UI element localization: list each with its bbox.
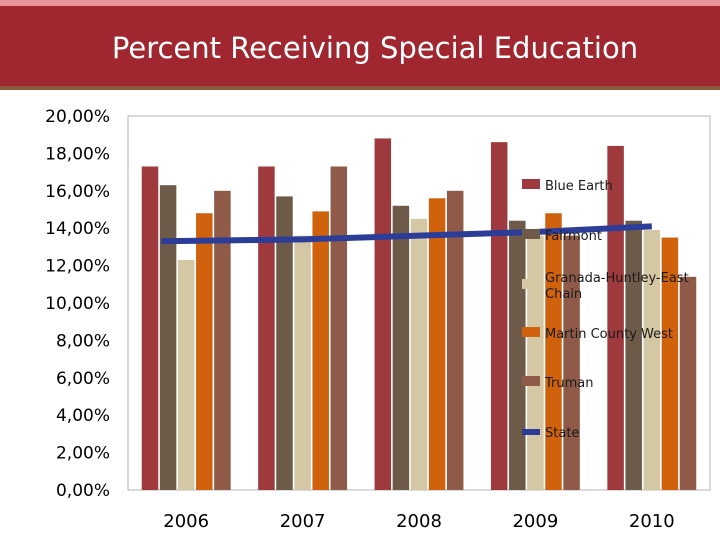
legend-item-fairmont: Fairmont (522, 229, 602, 244)
bar-granada-huntley-east-chain-2008 (410, 218, 428, 490)
y-tick-label: 12,00% (45, 257, 110, 277)
y-tick-label: 0,00% (56, 481, 110, 501)
legend-item-blue-earth: Blue Earth (522, 179, 613, 194)
x-tick-label-2006: 2006 (163, 511, 209, 532)
bar-blue-earth-2009 (490, 142, 508, 490)
x-tick-label-2007: 2007 (280, 511, 326, 532)
bar-martin-county-west-2009 (545, 213, 562, 491)
y-tick-label: 16,00% (45, 182, 110, 202)
bar-series (141, 138, 697, 491)
bar-granada-huntley-east-chain-2010 (643, 230, 661, 490)
bar-fairmont-2010 (625, 220, 642, 490)
bar-blue-earth-2010 (607, 145, 624, 491)
legend-swatch (522, 229, 540, 239)
state-line (161, 223, 652, 245)
y-axis-ticks: 0,00% 2,00% 4,00% 6,00% 8,00% 10,00% 12,00% 14,… (45, 107, 110, 501)
y-tick-label: 20,00% (45, 107, 110, 127)
header-top-stripe (0, 0, 720, 6)
bar-martin-county-west-2010 (661, 237, 679, 490)
legend-swatch (522, 179, 540, 189)
y-tick-label: 14,00% (45, 219, 110, 239)
legend-item-granada-huntley-east-chain: Granada-Huntley-East Chain (522, 271, 689, 302)
state-line-series (161, 223, 652, 245)
legend-swatch (522, 429, 540, 435)
legend-item-state: State (522, 426, 579, 441)
legend-label: Truman (544, 376, 593, 391)
bar-fairmont-2008 (392, 205, 410, 490)
bar-truman-2006 (214, 190, 231, 491)
bar-martin-county-west-2008 (428, 198, 446, 490)
y-tick-label: 6,00% (56, 369, 110, 389)
legend-item-truman: Truman (522, 376, 593, 391)
bar-blue-earth-2007 (258, 166, 275, 491)
legend-item-martin-county-west: Martin County West (522, 327, 673, 342)
y-tick-label: 8,00% (56, 331, 110, 351)
legend-label: Granada-Huntley-East Chain (545, 271, 689, 302)
header-divider (0, 86, 720, 90)
y-tick-label: 2,00% (56, 444, 110, 464)
legend-swatch (522, 279, 540, 289)
legend-swatch (522, 327, 540, 337)
legend-label: Martin County West (545, 327, 673, 342)
bar-martin-county-west-2007 (312, 211, 329, 490)
bar-blue-earth-2006 (141, 166, 159, 491)
y-tick-label: 10,00% (45, 294, 110, 314)
x-tick-label-2008: 2008 (396, 511, 442, 532)
bar-fairmont-2007 (276, 196, 293, 490)
legend-swatch (522, 376, 540, 386)
x-tick-label-2010: 2010 (629, 511, 675, 532)
legend-label: Fairmont (545, 229, 602, 244)
header-banner (0, 6, 720, 86)
bar-blue-earth-2008 (374, 138, 392, 490)
legend-label: Blue Earth (545, 179, 613, 194)
bar-truman-2009 (563, 235, 580, 490)
bar-truman-2008 (446, 190, 464, 491)
bar-martin-county-west-2006 (196, 213, 213, 491)
bar-granada-huntley-east-chain-2006 (177, 259, 195, 490)
y-tick-label: 4,00% (56, 406, 110, 426)
x-tick-label-2009: 2009 (512, 511, 558, 532)
legend-label: State (545, 426, 579, 441)
chart-title: Percent Receiving Special Education (111, 31, 639, 65)
bar-fairmont-2006 (159, 185, 177, 490)
chart-legend: Blue Earth Fairmont Granada-Huntley-East Ch… (522, 179, 689, 441)
bar-granada-huntley-east-chain-2009 (527, 235, 544, 490)
bar-truman-2007 (330, 166, 348, 491)
x-axis-labels: 2006 2007 2008 2009 2010 (163, 511, 674, 532)
bar-fairmont-2009 (509, 220, 526, 490)
y-tick-label: 18,00% (45, 144, 110, 164)
bar-truman-2010 (679, 276, 697, 490)
bar-granada-huntley-east-chain-2007 (294, 235, 311, 490)
